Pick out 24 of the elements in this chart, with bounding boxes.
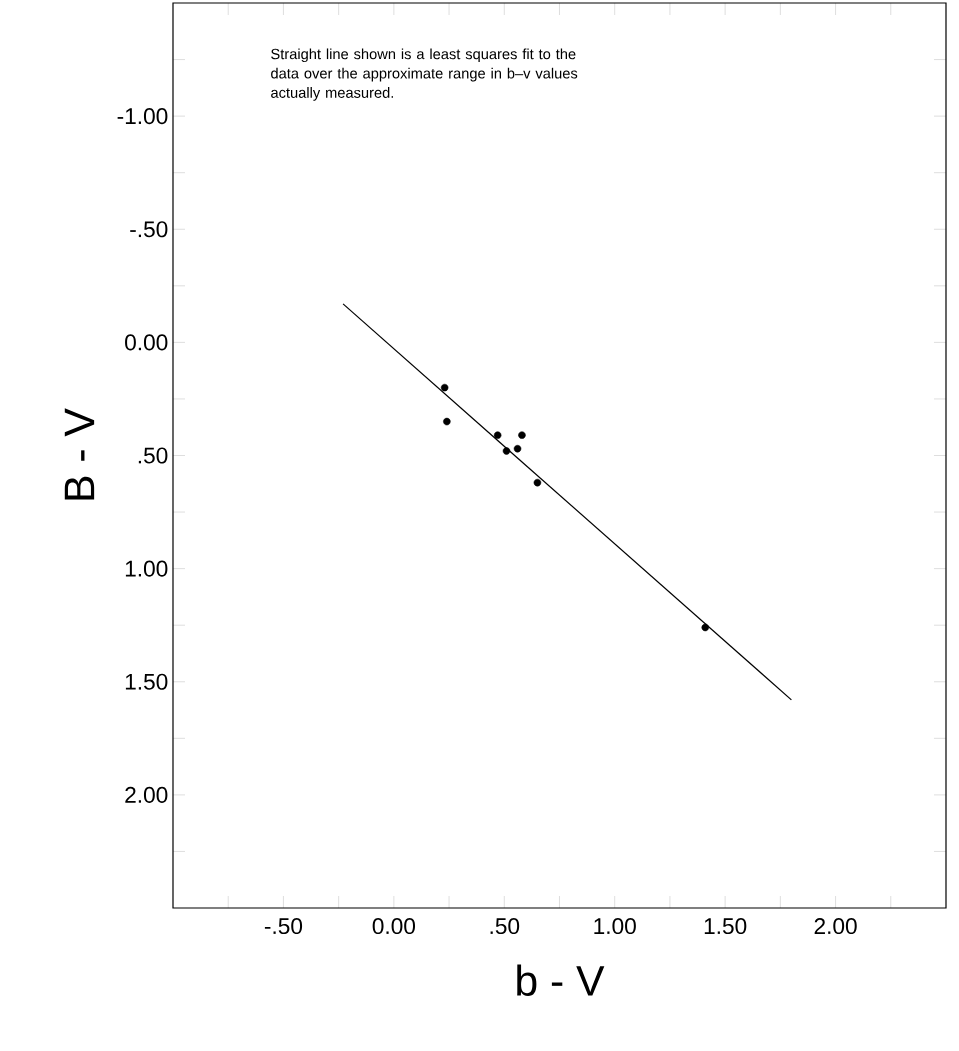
y-tick-label: 2.00: [125, 786, 168, 803]
y-tick-label: -.50: [130, 221, 168, 238]
x-tick-label: 0.00: [372, 918, 416, 935]
x-tick-label: 1.00: [594, 918, 636, 935]
x-axis-title: b - V: [517, 964, 605, 996]
point: [493, 431, 502, 439]
point: [440, 383, 449, 392]
annotation: Straight line shown is a least squares fit to the data over the approximate range in b–v values actually measured.: [271, 48, 578, 101]
x-tick-label: .50: [490, 918, 520, 935]
x-tick-label: 1.50: [704, 918, 747, 935]
x-tick-label: -.50: [264, 918, 303, 935]
x-tick-label: 2.00: [814, 918, 857, 935]
point: [533, 478, 542, 487]
point: [443, 417, 451, 426]
y-axis-title: B - V: [64, 408, 95, 500]
y-tick-label: -1.00: [117, 108, 168, 125]
y-tick-label: .50: [138, 447, 168, 464]
y-tick-label: 0.00: [125, 334, 168, 351]
point: [513, 444, 522, 453]
y-tick-label: 1.50: [125, 673, 168, 690]
y-tick-label: 1.00: [125, 560, 168, 577]
point: [701, 623, 709, 632]
point: [518, 431, 526, 439]
point: [502, 447, 511, 455]
